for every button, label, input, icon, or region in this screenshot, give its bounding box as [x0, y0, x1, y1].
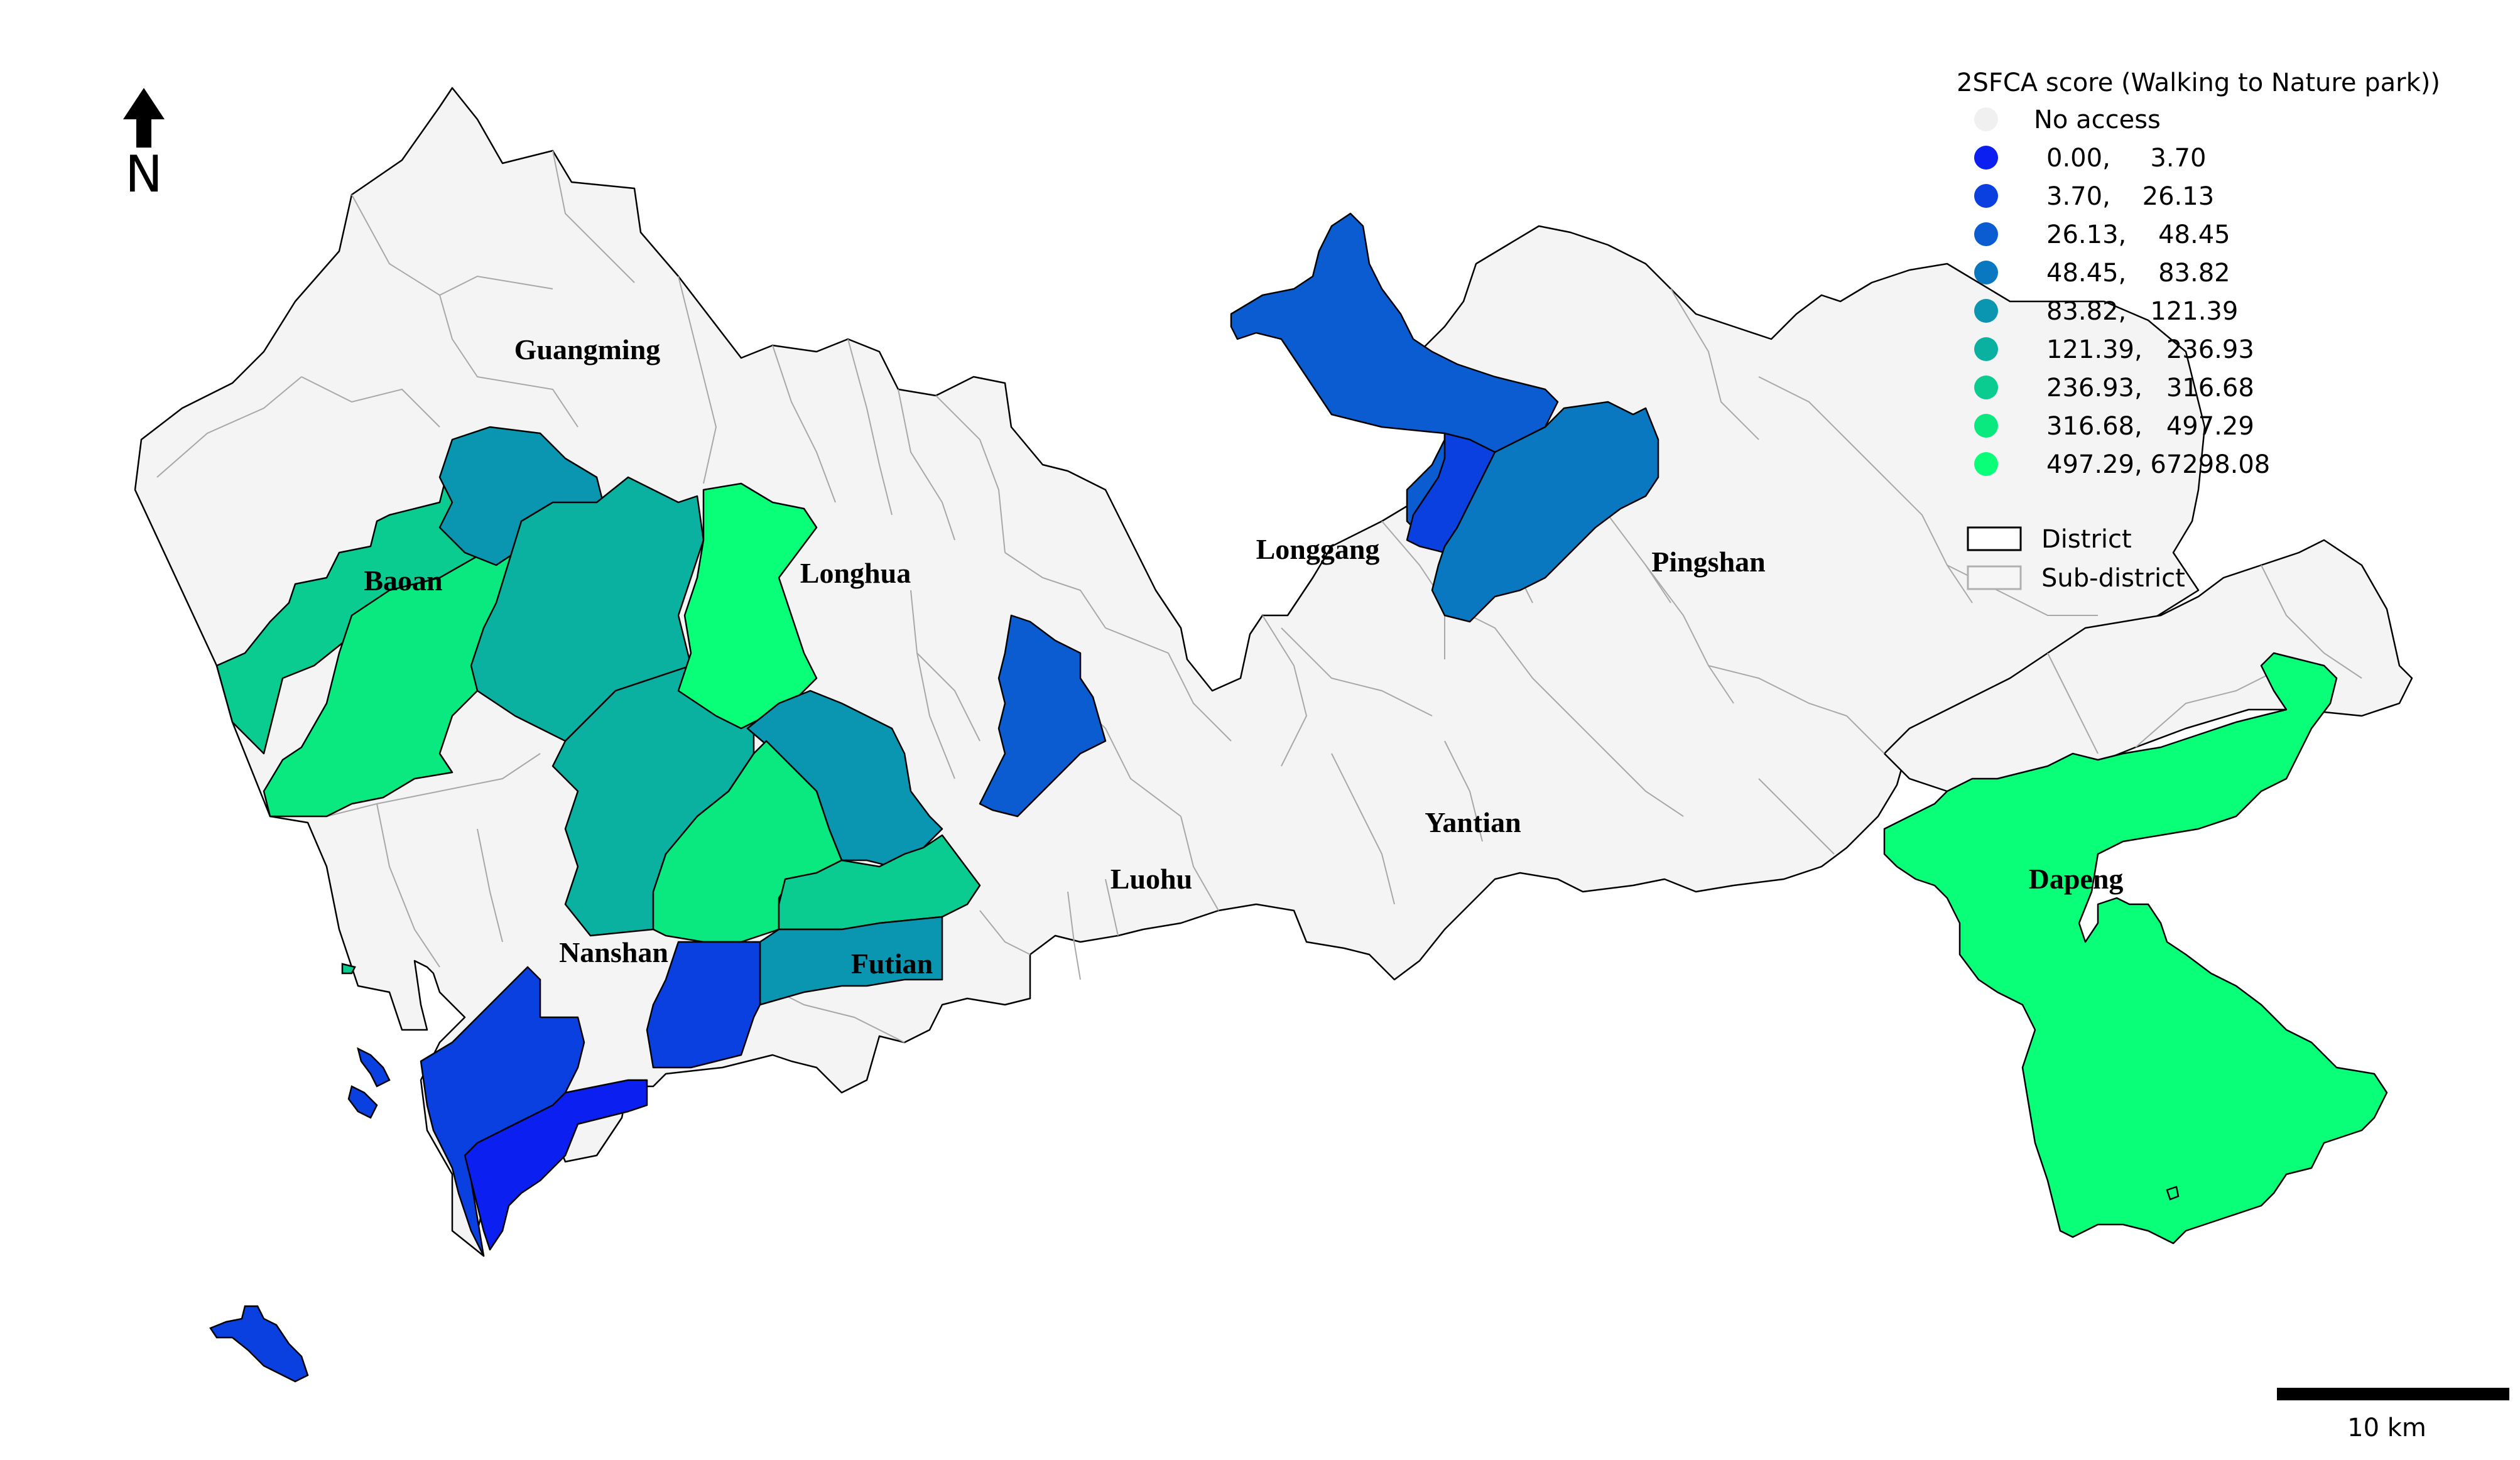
district-labels: Guangming Baoan Longhua Longgang Pingsha… [364, 333, 2123, 980]
legend-class-marker [1974, 337, 1998, 361]
legend-class-marker [1974, 414, 1998, 438]
legend-no-access-label: No access [2034, 105, 2161, 134]
north-arrow-icon [123, 88, 165, 148]
legend-entries: No access 0.00, 3.70 3.70, 26.13 26.13, 48.… [1974, 105, 2270, 479]
region-futian-south [759, 916, 943, 1006]
legend-class-marker [1974, 184, 1998, 208]
region-nanshan-se [646, 941, 761, 1069]
legend-class-marker [1974, 222, 1998, 246]
islands [209, 963, 2180, 1383]
legend-title: 2SFCA score (Walking to Nature park)) [1957, 68, 2440, 97]
legend-class-label: 236.93, 316.68 [2046, 374, 2254, 403]
scale-bar-line [2277, 1388, 2509, 1400]
district-label-longhua: Longhua [800, 557, 911, 589]
island-1 [357, 1047, 391, 1088]
legend-class-label: 497.29, 67298.08 [2046, 450, 2270, 479]
legend-class-label: 26.13, 48.45 [2046, 220, 2230, 249]
north-label: N [125, 145, 163, 203]
scale-bar-label: 10 km [2347, 1414, 2426, 1442]
district-label-nanshan: Nanshan [559, 936, 668, 968]
legend-class-label: 83.82, 121.39 [2046, 297, 2238, 326]
island-3 [341, 963, 356, 975]
district-label-luohu: Luohu [1111, 863, 1192, 895]
legend: 2SFCA score (Walking to Nature park)) No… [1957, 68, 2440, 593]
legend-no-access-marker [1974, 107, 1998, 131]
region-luohu-north [979, 614, 1107, 818]
district-label-guangming: Guangming [514, 333, 661, 365]
region-dapeng [1883, 652, 2388, 1245]
region-longgang-east [1431, 401, 1659, 623]
legend-class-marker [1974, 146, 1998, 170]
district-label-futian: Futian [851, 948, 933, 980]
legend-class-marker [1974, 299, 1998, 323]
district-label-dapeng: Dapeng [2029, 863, 2124, 895]
district-label-pingshan: Pingshan [1651, 546, 1766, 578]
island-4 [209, 1305, 309, 1383]
legend-subdistrict-label: Sub-district [2041, 564, 2185, 593]
legend-class-label: 121.39, 236.93 [2046, 335, 2254, 364]
scored-regions [215, 212, 2388, 1257]
legend-subdistrict-swatch [1967, 565, 2022, 590]
region-shekou [464, 1079, 648, 1251]
scale-bar: 10 km [2277, 1388, 2509, 1442]
district-label-yantian: Yantian [1425, 806, 1521, 838]
island-2 [347, 1085, 378, 1119]
district-label-baoan: Baoan [364, 565, 442, 597]
legend-class-marker [1974, 376, 1998, 399]
legend-district-swatch [1967, 526, 2022, 551]
legend-class-marker [1974, 452, 1998, 476]
north-arrow: N [123, 88, 165, 203]
legend-class-label: 0.00, 3.70 [2046, 144, 2206, 173]
island-5 [2166, 1186, 2180, 1201]
legend-class-label: 316.68, 497.29 [2046, 412, 2254, 441]
legend-district-label: District [2041, 525, 2132, 554]
district-label-longgang: Longgang [1256, 533, 1380, 565]
legend-class-label: 3.70, 26.13 [2046, 182, 2214, 211]
legend-class-marker [1974, 261, 1998, 284]
legend-class-label: 48.45, 83.82 [2046, 259, 2230, 288]
